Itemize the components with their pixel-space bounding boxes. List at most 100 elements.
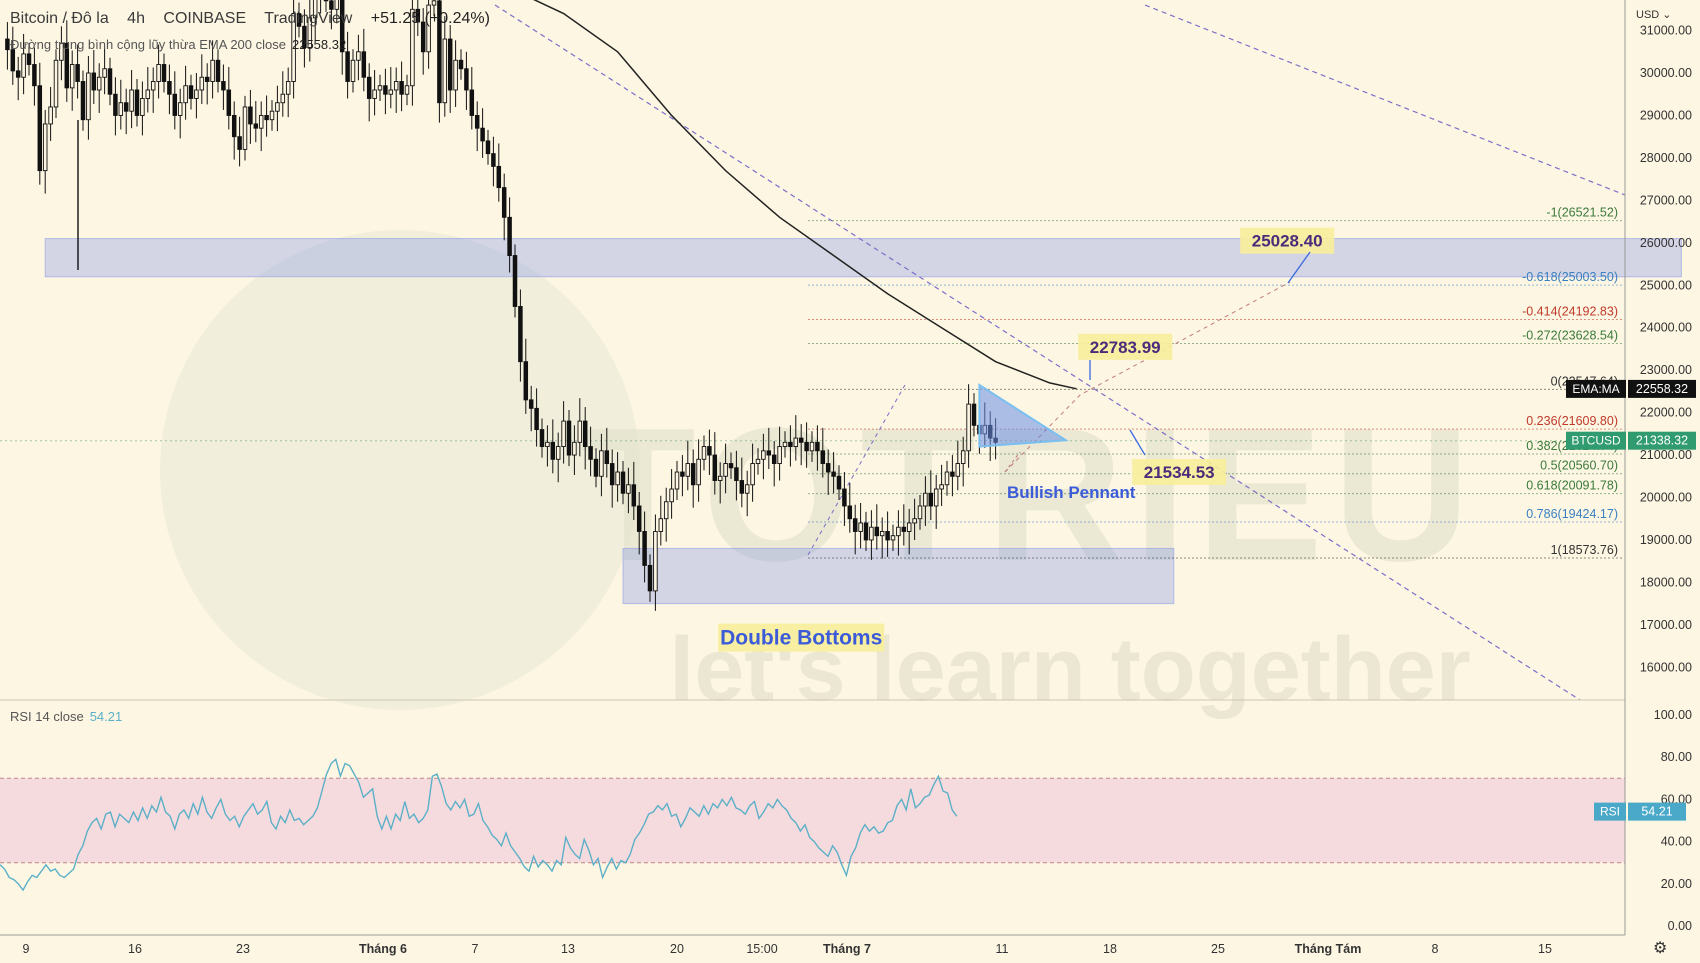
symbol-label[interactable]: Bitcoin / Đô la (10, 10, 109, 27)
candle-body (248, 106, 253, 125)
candle-body (26, 53, 32, 65)
ema-legend[interactable]: Đường trung bình cộng lũy thừa EMA 200 c… (10, 37, 346, 52)
candle-body (615, 471, 620, 486)
candle-body (113, 93, 118, 116)
candle-body (728, 463, 734, 469)
candle-body (831, 471, 836, 477)
candle-body (501, 187, 507, 218)
candle-body (966, 403, 971, 452)
candle-body (620, 471, 626, 494)
candle-body (86, 72, 91, 121)
candle-body (939, 484, 944, 490)
callout-box-1 (1078, 333, 1173, 360)
candle-body (788, 441, 793, 448)
candle-body (5, 38, 10, 51)
candle-body (739, 480, 745, 494)
candle-body (885, 531, 890, 541)
candle-body (971, 403, 977, 426)
candle-body (566, 420, 572, 456)
candle-body (275, 102, 280, 112)
candle-body (221, 81, 226, 91)
candle-body (512, 255, 518, 307)
candle-body (798, 437, 804, 443)
candle-body (334, 0, 340, 10)
candle-body (933, 488, 939, 507)
gear-icon[interactable]: ⚙ (1653, 940, 1668, 957)
fib-label-3: -0.272(23628.54) (1522, 328, 1618, 342)
source-label: TradingView (264, 10, 353, 27)
time-tick-5: 13 (561, 942, 575, 956)
price-change: +51.25 (+0.24%) (370, 10, 490, 27)
candle-body (75, 64, 80, 82)
rsi-tag-value-bg (1628, 802, 1686, 821)
price-tick-2: 29000.00 (1640, 108, 1692, 122)
candle-body (345, 51, 350, 82)
rsi-tag-name: RSI (1600, 805, 1620, 819)
candle-body (15, 70, 21, 78)
candle-body (653, 531, 658, 592)
time-tick-11: 25 (1211, 942, 1225, 956)
candle-body (701, 446, 707, 460)
candle-body (366, 76, 372, 99)
candle-body (464, 68, 469, 91)
interval-label[interactable]: 4h (127, 10, 145, 27)
candle-body (890, 535, 896, 541)
candle-body (420, 21, 426, 53)
candle-body (917, 505, 923, 520)
callout-pointer-2 (1129, 429, 1146, 456)
price-tag-name-1: BTCUSD (1571, 434, 1621, 448)
candle-body (480, 127, 485, 142)
candle-body (874, 526, 880, 537)
candle-body (523, 361, 529, 401)
fib-label-2: -0.414(24192.83) (1522, 305, 1618, 319)
candle-body (69, 64, 75, 89)
candle-body (393, 81, 399, 91)
candle-body (847, 505, 853, 520)
candle-body (690, 463, 696, 486)
price-tick-1: 30000.00 (1640, 66, 1692, 80)
annotation-box-1 (718, 623, 885, 652)
currency-selector[interactable]: USD ⌄ (1636, 8, 1672, 21)
candle-body (339, 0, 345, 53)
candle-body (696, 458, 701, 486)
candle-body (869, 526, 874, 541)
candle-body (663, 501, 669, 520)
price-tag-value-1: 21338.32 (1636, 434, 1688, 448)
candle-body (685, 463, 691, 477)
time-tick-1: 16 (128, 942, 142, 956)
candle-body (361, 51, 367, 78)
time-tick-2: 23 (236, 942, 250, 956)
rsi-value: 54.21 (89, 709, 123, 724)
annotation-0: Bullish Pennant (1007, 483, 1136, 502)
candle-body (734, 467, 739, 481)
candle-body (599, 450, 604, 477)
candle-body (226, 89, 232, 116)
candle-body (10, 49, 16, 72)
support-zone-0 (44, 238, 1682, 278)
projection-start (1004, 451, 1021, 473)
candle-body (809, 441, 815, 452)
candle-body (550, 441, 556, 460)
fib-label-9: 0.786(19424.17) (1526, 507, 1618, 521)
candle-body (64, 42, 70, 89)
rsi-legend[interactable]: RSI 14 close 54.21 (10, 709, 122, 724)
time-tick-7: 15:00 (746, 942, 777, 956)
time-tick-12: Tháng Tám (1295, 942, 1362, 956)
candle-body (901, 526, 907, 532)
candle-body (674, 471, 680, 490)
candle-body (323, 0, 329, 2)
rsi-tick-3: 40.00 (1661, 835, 1692, 849)
price-tick-6: 25000.00 (1640, 278, 1692, 292)
candle-body (896, 526, 901, 537)
candle-body (437, 0, 442, 104)
candle-body (771, 454, 777, 464)
price-tick-4: 27000.00 (1640, 193, 1692, 207)
trendline-main (494, 4, 1581, 701)
candle-body (59, 42, 64, 61)
time-tick-0: 9 (23, 942, 30, 956)
candle-body (199, 76, 205, 91)
time-tick-10: 18 (1103, 942, 1117, 956)
candle-body (631, 484, 637, 507)
candle-body (507, 216, 512, 256)
